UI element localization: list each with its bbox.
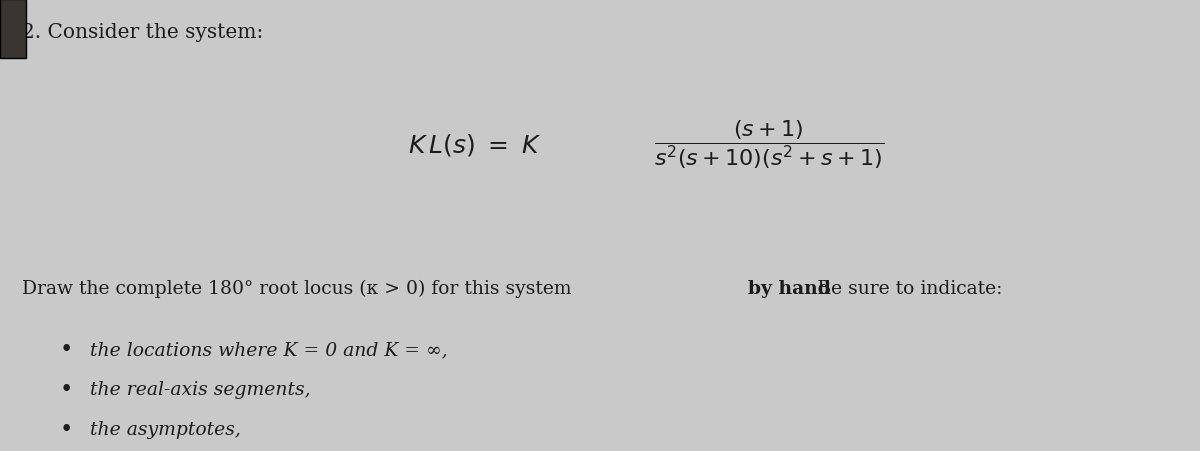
Text: the real-axis segments,: the real-axis segments, xyxy=(90,380,311,398)
Text: 2. Consider the system:: 2. Consider the system: xyxy=(22,23,263,41)
Text: the asymptotes,: the asymptotes, xyxy=(90,420,241,438)
Text: the locations where K = 0 and K = ∞,: the locations where K = 0 and K = ∞, xyxy=(90,341,448,359)
Text: •: • xyxy=(59,378,73,400)
Text: by hand: by hand xyxy=(748,280,830,298)
Text: $\dfrac{(s+1)}{s^{2}(s+10)(s^{2}+s+1)}$: $\dfrac{(s+1)}{s^{2}(s+10)(s^{2}+s+1)}$ xyxy=(654,118,884,170)
Text: $\mathit{K\,L(s)}\ =\ \mathit{K}$: $\mathit{K\,L(s)}\ =\ \mathit{K}$ xyxy=(408,131,542,157)
FancyBboxPatch shape xyxy=(0,0,26,59)
Text: Draw the complete 180° root locus (κ > 0) for this system                       : Draw the complete 180° root locus (κ > 0… xyxy=(22,280,1002,298)
Text: •: • xyxy=(59,418,73,440)
Text: •: • xyxy=(59,338,73,360)
